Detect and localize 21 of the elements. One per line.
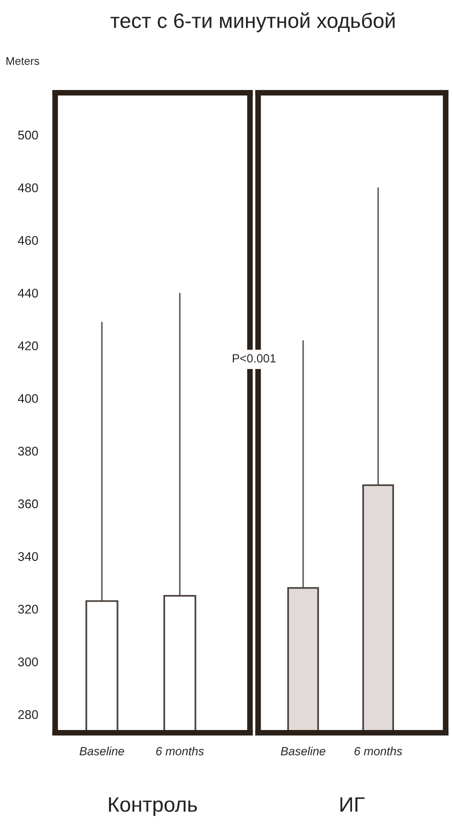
y-tick-label: 440 (18, 288, 38, 298)
x-tick-label: Baseline (80, 746, 124, 756)
annotation: P<0.001 (232, 354, 276, 363)
y-tick-label: 500 (18, 130, 38, 140)
y-tick-label: 340 (18, 552, 38, 561)
x-axis-title: Контроль (109, 797, 197, 816)
y-tick-label: 280 (18, 710, 38, 719)
y-tick-label: 360 (18, 499, 38, 508)
x-tick-label: Baseline (280, 746, 326, 756)
chart-title: тест с 6-ти минутной ходьбой (110, 12, 395, 32)
x-tick-label: 6 months (156, 746, 204, 756)
y-tick-label: 380 (18, 446, 38, 456)
x-axis-title: ИГ (340, 797, 365, 812)
y-tick-label: 460 (18, 236, 38, 245)
y-tick-label: 400 (18, 394, 38, 403)
y-tick-label: 420 (18, 341, 38, 350)
y-axis-title: Meters (6, 57, 40, 65)
y-tick-label: 320 (18, 604, 38, 614)
x-tick-label: 6 months (354, 746, 402, 756)
y-tick-label: 480 (18, 183, 38, 192)
y-tick-label: 300 (18, 657, 38, 666)
